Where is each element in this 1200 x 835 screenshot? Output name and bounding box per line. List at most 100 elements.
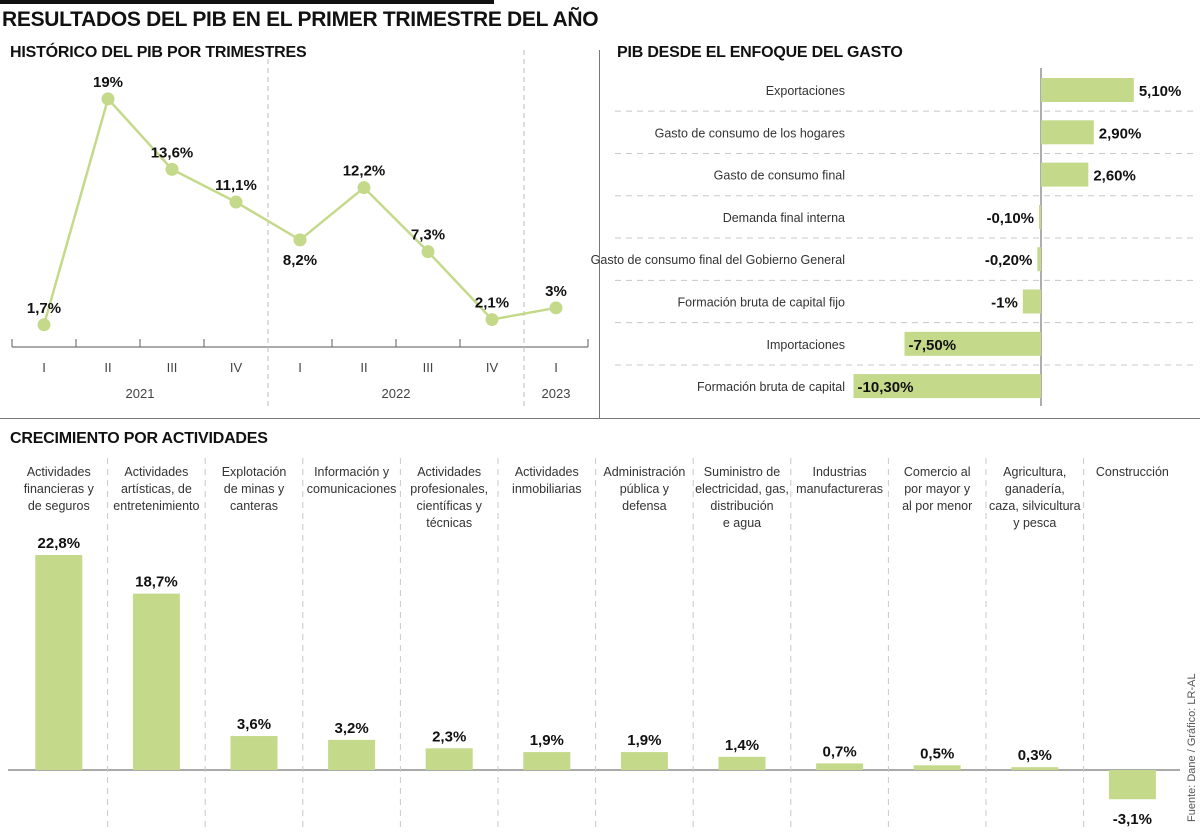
- activity-category-label-line: Agricultura,: [1003, 465, 1067, 479]
- expense-category-label: Gasto de consumo final del Gobierno Gene…: [591, 253, 845, 267]
- gdp-data-label: 8,2%: [283, 252, 317, 269]
- horizontal-divider: [0, 418, 1200, 419]
- gdp-data-point: [37, 318, 51, 332]
- activity-bar: [425, 748, 473, 770]
- expense-category-label: Gasto de consumo de los hogares: [655, 126, 845, 140]
- activity-category-label-line: de seguros: [27, 499, 90, 513]
- activity-value-label: 18,7%: [135, 574, 178, 591]
- expense-value-label: 2,90%: [1099, 125, 1142, 142]
- expense-value-label: -10,30%: [858, 379, 914, 396]
- expense-value-label: -7,50%: [909, 337, 957, 354]
- expense-category-label: Importaciones: [766, 338, 845, 352]
- gdp-data-label: 3%: [545, 283, 567, 300]
- expense-category-label: Exportaciones: [766, 84, 845, 98]
- activity-category-label-line: científicas y: [416, 499, 482, 513]
- expense-category-label: Demanda final interna: [723, 211, 845, 225]
- activity-bar: [35, 554, 83, 770]
- activity-category-label-line: entretenimiento: [113, 499, 200, 513]
- vertical-divider: [599, 50, 600, 418]
- activities-chart-title: CRECIMIENTO POR ACTIVIDADES: [10, 430, 268, 447]
- activity-category-label: Información y comunicaciones: [304, 464, 400, 498]
- expense-value-label: -0,20%: [985, 252, 1033, 269]
- activity-category-label-line: caza, silvicultura: [988, 499, 1081, 513]
- activity-category-label: Administración pública y defensa: [596, 464, 692, 515]
- line-chart-title: HISTÓRICO DEL PIB POR TRIMESTRES: [10, 44, 307, 61]
- activity-category-label-line: profesionales,: [410, 482, 489, 496]
- activity-category-label-line: e agua: [722, 516, 762, 530]
- activity-category-label-line: artísticas, de: [120, 482, 192, 496]
- gdp-data-point: [485, 313, 499, 327]
- expense-value-label: 5,10%: [1139, 83, 1182, 100]
- quarter-label: IV: [486, 360, 499, 375]
- activity-category-label-line: al por menor: [902, 499, 973, 513]
- activity-category-label-line: pública y: [619, 482, 670, 496]
- activity-category-label-line: de minas y: [223, 482, 285, 496]
- activity-category-label-line: Comercio al: [903, 465, 971, 479]
- gdp-data-label: 7,3%: [411, 227, 445, 244]
- expense-bar: [1041, 120, 1094, 145]
- activity-category-label-line: por mayor y: [904, 482, 971, 496]
- gdp-data-label: 2,1%: [475, 295, 509, 312]
- activity-value-label: 0,3%: [1018, 747, 1052, 764]
- activity-category-label-line: inmobiliarias: [512, 482, 582, 496]
- activity-category-label: Actividades profesionales, científicas y té…: [401, 464, 497, 532]
- expense-bar: [904, 331, 1041, 356]
- gdp-data-point: [357, 181, 371, 195]
- expense-value-label: -0,10%: [986, 210, 1034, 227]
- activity-category-label-line: Actividades: [26, 465, 91, 479]
- activity-category-label-line: ganadería,: [1004, 482, 1065, 496]
- gdp-data-label: 19%: [93, 74, 123, 91]
- activity-category-label: Comercio al por mayor y al por menor: [889, 464, 985, 515]
- expense-chart-title: PIB DESDE EL ENFOQUE DEL GASTO: [617, 44, 903, 61]
- activity-category-label-line: Actividades: [417, 465, 482, 479]
- activity-category-label-line: Información y: [314, 465, 390, 479]
- activity-bar: [718, 756, 766, 770]
- activity-category-label-line: Construcción: [1095, 465, 1169, 479]
- activity-category-label-line: financieras y: [23, 482, 94, 496]
- gdp-data-point: [549, 301, 563, 315]
- activity-category-label-line: defensa: [622, 499, 667, 513]
- year-label: 2022: [382, 386, 411, 401]
- activity-category-label-line: Suministro de: [703, 465, 781, 479]
- activity-value-label: 0,7%: [822, 743, 856, 760]
- activity-category-label-line: Actividades: [124, 465, 189, 479]
- activity-category-label: Industrias manufactureras: [792, 464, 888, 498]
- activity-category-label-line: distribución: [710, 499, 774, 513]
- activity-category-label: Agricultura, ganadería, caza, silvicultura…: [987, 464, 1083, 532]
- activity-category-label: Actividades artísticas, de entretenimiento: [108, 464, 204, 515]
- quarter-label: II: [104, 360, 111, 375]
- gdp-data-point: [229, 195, 243, 209]
- activity-category-label: Construcción: [1084, 464, 1180, 481]
- activity-category-label-line: comunicaciones: [306, 482, 397, 496]
- expense-category-label: Formación bruta de capital: [697, 380, 845, 394]
- year-label: 2021: [126, 386, 155, 401]
- gdp-data-label: 13,6%: [151, 144, 194, 161]
- expense-category-label: Formación bruta de capital fijo: [678, 296, 845, 310]
- activity-value-label: 0,5%: [920, 745, 954, 762]
- year-label: 2023: [542, 386, 571, 401]
- activity-category-label-line: Industrias: [812, 465, 867, 479]
- activity-category-label-line: Explotación: [221, 465, 287, 479]
- expense-category-label: Gasto de consumo final: [714, 169, 845, 183]
- expense-bar: [1037, 247, 1041, 272]
- gdp-data-label: 1,7%: [27, 300, 61, 317]
- activity-category-label: Actividades inmobiliarias: [499, 464, 595, 498]
- activity-value-label: 2,3%: [432, 728, 466, 745]
- gdp-data-point: [293, 233, 307, 247]
- gdp-data-point: [101, 92, 115, 106]
- top-rule: [0, 0, 494, 4]
- activity-category-label: Explotación de minas y canteras: [206, 464, 302, 515]
- expense-bar: [1041, 78, 1134, 102]
- activity-value-label: 3,6%: [237, 716, 271, 733]
- activity-bar: [620, 752, 668, 770]
- activity-value-label: 1,9%: [530, 732, 564, 749]
- quarter-label: III: [167, 360, 178, 375]
- expense-bar: [1039, 204, 1041, 229]
- activity-category-label-line: Actividades: [514, 465, 579, 479]
- activity-bar: [1011, 767, 1059, 770]
- quarter-label: I: [42, 360, 46, 375]
- activity-category-label-line: canteras: [230, 499, 278, 513]
- activity-value-label: 3,2%: [334, 720, 368, 737]
- quarter-label: IV: [230, 360, 243, 375]
